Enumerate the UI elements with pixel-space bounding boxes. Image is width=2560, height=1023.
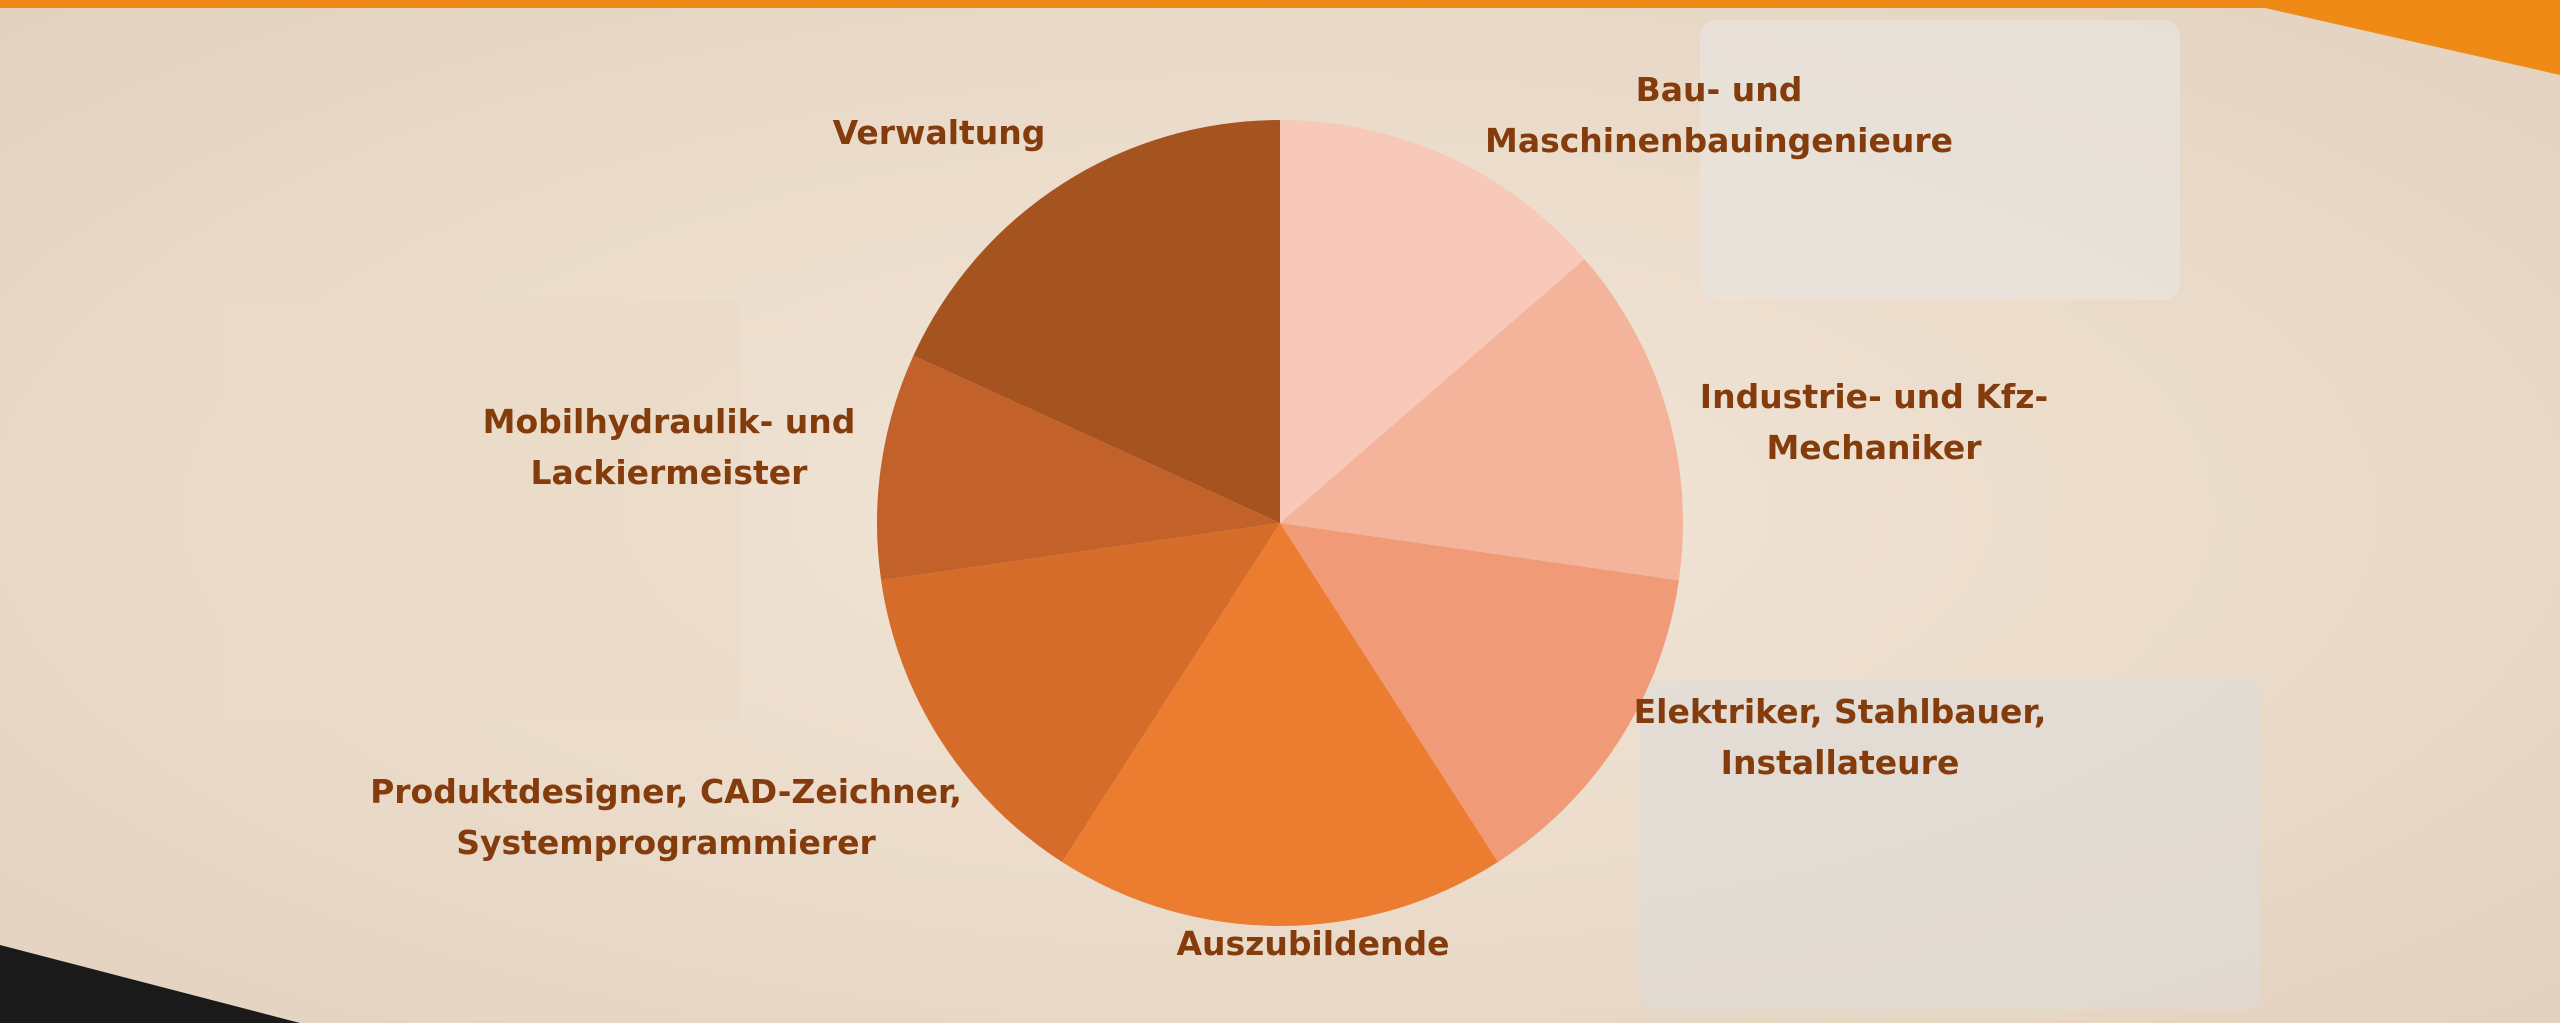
- slide: Bau- undMaschinenbauingenieureIndustrie-…: [0, 0, 2560, 1023]
- top-stripe: [0, 0, 2560, 8]
- slice-label: Verwaltung: [833, 113, 1046, 152]
- background-notebook: [220, 300, 740, 720]
- pie-chart: [877, 120, 1683, 926]
- slice-label: Auszubildende: [1176, 924, 1449, 963]
